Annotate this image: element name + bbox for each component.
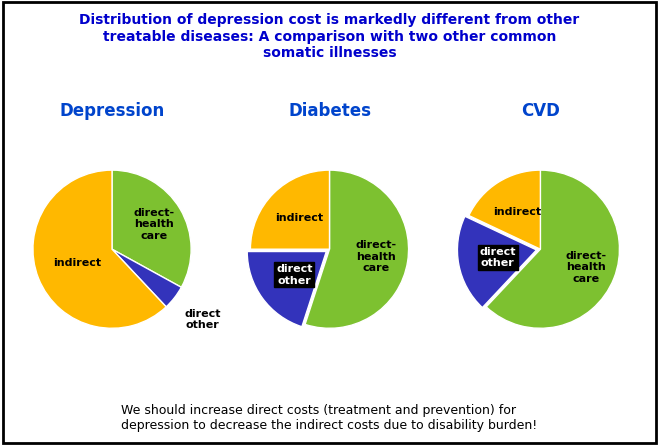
Text: indirect: indirect xyxy=(275,214,323,223)
Text: direct-
health
care: direct- health care xyxy=(565,251,606,284)
Wedge shape xyxy=(33,170,166,328)
Wedge shape xyxy=(305,170,409,328)
Wedge shape xyxy=(112,249,181,307)
Text: Distribution of depression cost is markedly different from other
treatable disea: Distribution of depression cost is marke… xyxy=(79,13,580,60)
Text: direct-
health
care: direct- health care xyxy=(356,240,397,273)
Text: indirect: indirect xyxy=(53,258,101,268)
Wedge shape xyxy=(247,251,326,327)
Text: direct-
health
care: direct- health care xyxy=(134,208,175,241)
Wedge shape xyxy=(112,170,191,287)
Wedge shape xyxy=(250,170,330,249)
Wedge shape xyxy=(469,170,540,249)
Wedge shape xyxy=(457,216,536,307)
Text: Depression: Depression xyxy=(59,102,165,120)
Text: indirect: indirect xyxy=(493,207,541,218)
Text: direct
other: direct other xyxy=(185,309,221,330)
Text: direct
other: direct other xyxy=(479,247,516,268)
Text: direct
other: direct other xyxy=(276,264,312,286)
Wedge shape xyxy=(486,170,619,328)
Text: CVD: CVD xyxy=(521,102,559,120)
Text: We should increase direct costs (treatment and prevention) for
depression to dec: We should increase direct costs (treatme… xyxy=(121,404,538,432)
Text: Diabetes: Diabetes xyxy=(288,102,371,120)
